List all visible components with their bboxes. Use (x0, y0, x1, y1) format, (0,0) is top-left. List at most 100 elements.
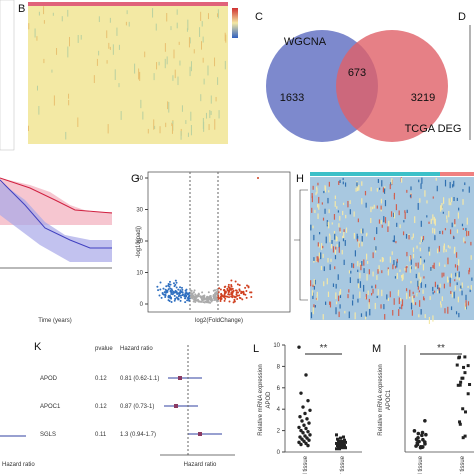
point (308, 433, 312, 437)
venn-count: 3219 (411, 92, 435, 104)
axis-label: Hazard ratio (2, 462, 35, 468)
heatmap-cell (433, 216, 435, 224)
heatmap-cell (322, 253, 324, 258)
heatmap-cell (386, 294, 388, 300)
heatmap-cell (352, 263, 355, 269)
heatmap-cell (416, 245, 418, 249)
heatmap-cell (463, 237, 465, 243)
heatmap-cell (318, 252, 320, 259)
heatmap-cell (435, 177, 437, 181)
point (201, 291, 204, 294)
heatmap-cell (380, 220, 382, 225)
point (207, 291, 210, 294)
heatmap-cell (417, 203, 419, 210)
point (307, 421, 311, 425)
heatmap-cell (393, 192, 396, 196)
heatmap-cell (417, 285, 419, 290)
point (420, 445, 425, 449)
estimate (174, 404, 178, 408)
heatmap-cell (106, 30, 108, 39)
point (167, 295, 170, 298)
heatmap-cell (312, 284, 314, 288)
point (412, 429, 417, 433)
heatmap-cell (333, 214, 336, 220)
heatmap-cell (410, 255, 412, 261)
point (463, 371, 467, 375)
heatmap-cell (208, 124, 210, 131)
heatmap-cell (455, 272, 457, 277)
panel-letter: L (253, 343, 259, 355)
estimate (178, 376, 182, 380)
point (299, 391, 303, 395)
heatmap-cell (390, 182, 392, 186)
heatmap-cell (424, 190, 426, 197)
heatmap-cell (361, 181, 363, 186)
point (250, 295, 253, 298)
point (218, 287, 221, 290)
heatmap-cell (393, 212, 396, 219)
table-cell: 0.87 (0.73-1) (120, 404, 154, 410)
point (421, 437, 425, 442)
heatmap-cell (142, 111, 144, 120)
heatmap-cell (439, 230, 441, 234)
heatmap-cell (412, 299, 414, 305)
heatmap-cell (187, 19, 189, 30)
heatmap-cell (351, 262, 353, 268)
heatmap-cell (445, 249, 447, 253)
point (188, 299, 191, 302)
heatmap-cell (456, 273, 458, 280)
heatmap-cell (398, 297, 400, 305)
heatmap-cell (418, 290, 420, 293)
heatmap-cell (418, 280, 420, 288)
heatmap-cell (356, 187, 359, 192)
panel-letter: B (18, 3, 25, 15)
heatmap-cell (335, 292, 337, 300)
heatmap-cell (339, 179, 341, 183)
dendrogram (294, 189, 308, 301)
heatmap-cell (401, 274, 403, 282)
heatmap-cell (334, 201, 336, 207)
heatmap-cell (365, 233, 368, 237)
heatmap-cell (406, 265, 408, 269)
heatmap-cell (171, 124, 173, 134)
point (220, 292, 223, 295)
point (228, 296, 231, 299)
heatmap-cell (367, 260, 369, 264)
heatmap-cell (384, 186, 386, 189)
point (189, 289, 192, 292)
heatmap-cell (410, 259, 412, 265)
heatmap-cell (218, 110, 220, 119)
heatmap-cell (420, 276, 422, 281)
point (227, 283, 230, 286)
point (187, 295, 190, 298)
point (247, 286, 250, 289)
heatmap-cell (441, 272, 443, 278)
heatmap-cell (347, 200, 349, 208)
heatmap-cell (457, 212, 460, 219)
point (414, 437, 419, 442)
point (297, 345, 301, 349)
heatmap-cell (420, 258, 422, 265)
heatmap-cell (436, 185, 438, 192)
heatmap-cell (396, 258, 398, 264)
point (215, 299, 218, 302)
point (466, 364, 470, 368)
point (341, 440, 344, 444)
heatmap-cell (433, 290, 436, 293)
point (217, 296, 220, 299)
heatmap-cell (381, 270, 383, 274)
venn-count: 673 (348, 67, 366, 79)
heatmap-cell (36, 36, 38, 41)
y-tick-label: 30 (136, 208, 143, 214)
heatmap-cell (458, 271, 460, 278)
heatmap-cell (389, 256, 391, 263)
heatmap-cell (447, 280, 449, 283)
heatmap-cell (443, 283, 446, 289)
heatmap-cell (93, 75, 95, 84)
point (228, 300, 231, 303)
heatmap-cell (217, 13, 219, 17)
heatmap-cell (446, 276, 449, 283)
heatmap-cell (444, 179, 447, 187)
point (335, 433, 338, 437)
heatmap-cell (365, 202, 367, 208)
